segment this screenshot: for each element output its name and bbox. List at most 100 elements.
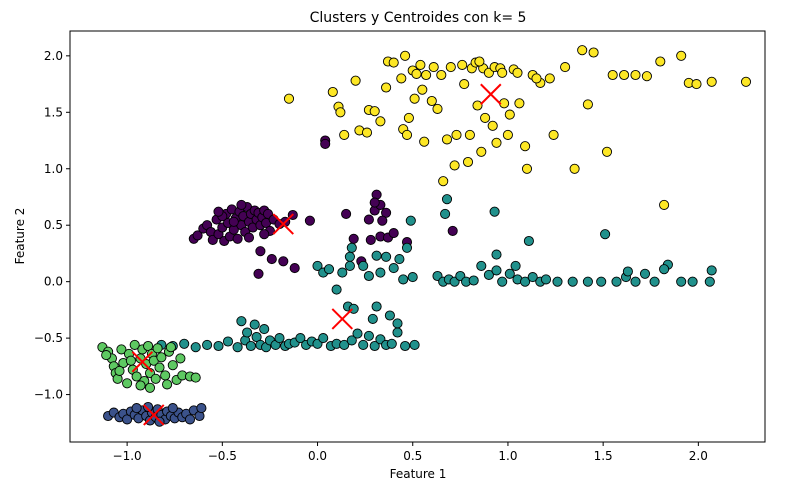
data-point (560, 62, 571, 73)
data-point (386, 338, 397, 349)
data-point (394, 254, 405, 265)
data-point (327, 86, 338, 98)
data-point (531, 73, 542, 84)
data-point (243, 232, 255, 243)
data-point (459, 79, 470, 90)
centroid-marker (480, 83, 502, 105)
data-point (483, 269, 494, 280)
data-point (135, 380, 146, 391)
data-point (335, 107, 346, 118)
data-point (213, 340, 224, 352)
data-point (162, 379, 173, 390)
centroid-marker (131, 351, 154, 373)
data-point (375, 267, 386, 278)
data-point (381, 251, 392, 262)
data-point (520, 276, 531, 287)
data-point (358, 339, 369, 350)
data-point (491, 137, 502, 148)
data-point (150, 373, 161, 384)
data-point (630, 69, 641, 81)
data-point (544, 73, 555, 84)
x-tick-label: 0.5 (403, 449, 422, 463)
data-point (611, 276, 622, 287)
data-point (428, 62, 439, 73)
data-point (567, 276, 578, 287)
data-point (259, 324, 270, 335)
data-point (601, 146, 613, 157)
y-axis-ticks: −1.0 −0.5 0.0 0.5 1.0 1.5 2.0 (34, 49, 70, 402)
data-point (407, 272, 418, 283)
data-point (527, 272, 538, 283)
data-point (245, 340, 256, 352)
data-point (116, 344, 127, 355)
data-point (190, 342, 201, 353)
data-point (232, 342, 243, 353)
data-point (131, 403, 142, 414)
data-point (295, 333, 306, 344)
data-point (504, 268, 515, 279)
data-point (352, 328, 363, 339)
data-point (388, 228, 399, 239)
data-point (639, 268, 651, 279)
y-axis-label: Feature 2 (13, 208, 27, 265)
data-point (350, 75, 361, 86)
centroid-stroke (131, 351, 154, 373)
data-point (377, 215, 388, 226)
data-point (704, 276, 715, 287)
data-point (398, 274, 409, 285)
data-point (740, 76, 752, 87)
data-point (375, 116, 386, 127)
data-point (384, 310, 395, 321)
data-point (144, 382, 156, 393)
data-point (655, 56, 666, 67)
data-point (464, 129, 475, 140)
data-point (202, 339, 213, 350)
data-point (259, 229, 270, 240)
data-point (339, 129, 350, 140)
data-point (346, 242, 357, 253)
x-axis-label: Feature 1 (390, 467, 447, 481)
data-point (552, 276, 563, 287)
data-point (510, 260, 521, 271)
data-point (474, 56, 485, 67)
data-point (417, 84, 428, 95)
y-tick-label: 2.0 (44, 49, 63, 63)
data-point (114, 365, 125, 376)
data-point (154, 362, 165, 373)
data-point (596, 276, 607, 287)
data-point (369, 106, 380, 117)
data-point (344, 251, 355, 262)
data-point (363, 214, 374, 225)
data-point (253, 268, 264, 279)
data-point (283, 93, 295, 104)
data-point (363, 330, 374, 341)
data-point (441, 134, 453, 145)
data-point (228, 216, 239, 227)
data-point (706, 265, 717, 276)
y-tick-label: 1.5 (44, 105, 63, 119)
data-point (344, 260, 355, 271)
data-point (236, 199, 247, 210)
data-point (160, 370, 171, 381)
data-point (312, 260, 323, 271)
data-point (497, 67, 508, 78)
x-tick-label: 1.0 (498, 449, 517, 463)
centroid-markers (131, 83, 502, 426)
data-point (630, 276, 641, 287)
data-point (222, 336, 234, 347)
data-point (607, 69, 618, 81)
x-tick-label: 1.5 (594, 449, 613, 463)
data-point (520, 141, 531, 152)
data-point (582, 276, 593, 287)
centroid-marker (143, 404, 165, 426)
data-point (649, 276, 660, 287)
data-point (582, 99, 593, 110)
data-point (365, 234, 376, 245)
data-point (523, 235, 534, 247)
data-point (405, 215, 416, 226)
data-point (346, 335, 357, 346)
centroid-stroke (143, 404, 165, 426)
data-point (129, 339, 140, 350)
data-point (242, 327, 253, 338)
data-point (369, 340, 380, 352)
